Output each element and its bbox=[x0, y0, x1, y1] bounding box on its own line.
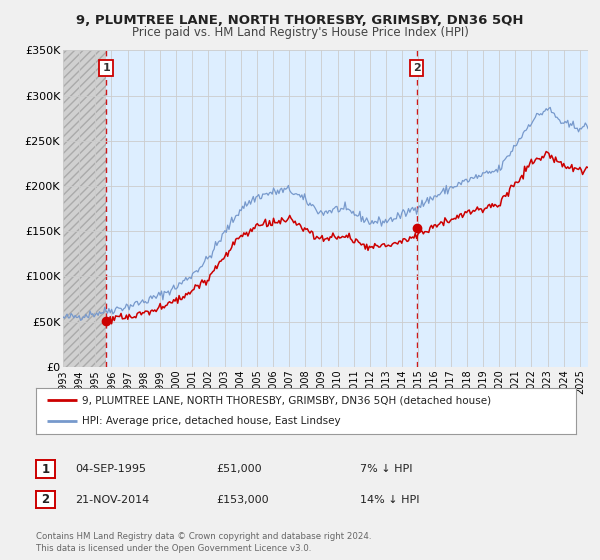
Text: Price paid vs. HM Land Registry's House Price Index (HPI): Price paid vs. HM Land Registry's House … bbox=[131, 26, 469, 39]
Text: This data is licensed under the Open Government Licence v3.0.: This data is licensed under the Open Gov… bbox=[36, 544, 311, 553]
Text: 21-NOV-2014: 21-NOV-2014 bbox=[75, 494, 149, 505]
Text: HPI: Average price, detached house, East Lindsey: HPI: Average price, detached house, East… bbox=[82, 417, 341, 427]
Text: 14% ↓ HPI: 14% ↓ HPI bbox=[360, 494, 419, 505]
Text: 7% ↓ HPI: 7% ↓ HPI bbox=[360, 464, 413, 474]
Text: 2: 2 bbox=[413, 63, 421, 73]
Text: £51,000: £51,000 bbox=[216, 464, 262, 474]
Text: 1: 1 bbox=[102, 63, 110, 73]
Text: 1: 1 bbox=[41, 463, 50, 476]
Text: Contains HM Land Registry data © Crown copyright and database right 2024.: Contains HM Land Registry data © Crown c… bbox=[36, 532, 371, 541]
Text: 04-SEP-1995: 04-SEP-1995 bbox=[75, 464, 146, 474]
Text: 9, PLUMTREE LANE, NORTH THORESBY, GRIMSBY, DN36 5QH: 9, PLUMTREE LANE, NORTH THORESBY, GRIMSB… bbox=[76, 14, 524, 27]
Text: 2: 2 bbox=[41, 493, 50, 506]
Bar bbox=[63, 50, 106, 367]
Text: 9, PLUMTREE LANE, NORTH THORESBY, GRIMSBY, DN36 5QH (detached house): 9, PLUMTREE LANE, NORTH THORESBY, GRIMSB… bbox=[82, 395, 491, 405]
Text: £153,000: £153,000 bbox=[216, 494, 269, 505]
